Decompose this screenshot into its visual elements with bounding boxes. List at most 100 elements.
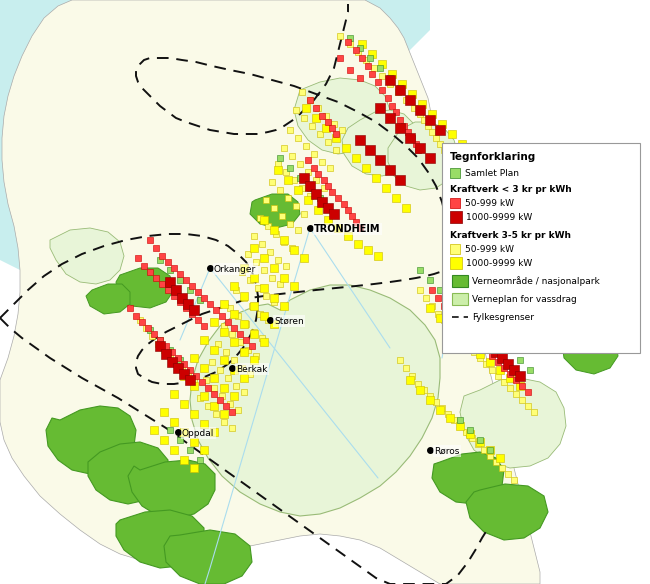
Point (173, 363, 183, 373)
Point (537, 220, 547, 229)
Point (187, 310, 197, 319)
Point (415, 265, 425, 274)
Point (505, 345, 515, 354)
Point (181, 275, 191, 284)
Point (237, 363, 247, 373)
Point (155, 255, 165, 265)
Point (443, 409, 453, 419)
Polygon shape (88, 442, 168, 504)
Point (375, 103, 385, 113)
Point (343, 231, 353, 241)
Point (175, 355, 185, 364)
Point (303, 155, 313, 165)
Point (473, 324, 483, 333)
Point (425, 395, 436, 405)
Point (197, 377, 207, 387)
Point (331, 129, 341, 138)
Polygon shape (128, 460, 215, 518)
Point (161, 349, 171, 359)
Point (269, 293, 280, 303)
Point (583, 317, 593, 326)
Point (407, 89, 417, 99)
Point (387, 102, 397, 111)
Point (275, 154, 285, 163)
Point (261, 291, 271, 301)
Point (188, 376, 199, 385)
Point (526, 261, 537, 270)
Point (425, 154, 436, 163)
Point (317, 197, 327, 207)
Point (435, 126, 445, 135)
Polygon shape (460, 378, 566, 468)
Point (266, 178, 277, 187)
Point (575, 310, 585, 319)
Point (307, 121, 317, 131)
Point (487, 217, 497, 227)
Point (435, 405, 445, 415)
Point (477, 159, 488, 169)
Point (249, 273, 259, 283)
Point (239, 263, 249, 273)
Bar (442, 143, 640, 353)
Point (333, 193, 343, 203)
Point (465, 425, 475, 434)
Point (497, 463, 507, 472)
Point (199, 335, 209, 345)
Point (505, 373, 515, 383)
Point (159, 407, 169, 416)
Point (445, 324, 455, 333)
Point (474, 435, 485, 444)
Point (259, 253, 269, 263)
Polygon shape (342, 110, 420, 176)
Point (199, 391, 209, 401)
Point (355, 43, 365, 53)
Point (587, 269, 597, 279)
Point (249, 231, 259, 241)
Polygon shape (294, 78, 390, 154)
Text: Oppdal: Oppdal (182, 429, 215, 437)
Point (321, 112, 332, 121)
Text: 1000-9999 kW: 1000-9999 kW (466, 259, 532, 267)
Point (313, 206, 323, 215)
Point (233, 311, 243, 321)
Point (419, 115, 429, 124)
Point (125, 303, 135, 312)
Point (481, 345, 491, 354)
Point (317, 157, 327, 166)
Point (377, 85, 387, 95)
Point (591, 325, 601, 335)
Point (259, 265, 269, 274)
Point (459, 175, 469, 185)
Point (551, 286, 561, 295)
Point (567, 301, 577, 311)
Point (403, 127, 413, 137)
Point (323, 137, 333, 147)
Point (447, 157, 457, 166)
Point (474, 339, 485, 349)
Point (385, 79, 395, 89)
Point (463, 181, 473, 190)
Point (487, 352, 497, 361)
Point (281, 261, 291, 270)
Point (295, 173, 306, 183)
Point (199, 321, 209, 331)
Point (219, 383, 229, 392)
Point (283, 175, 293, 185)
Point (507, 241, 517, 251)
Point (229, 366, 239, 375)
Point (265, 248, 275, 257)
Point (279, 143, 289, 152)
Point (455, 421, 465, 430)
Point (335, 53, 345, 62)
Point (455, 421, 465, 430)
Point (179, 359, 189, 369)
Point (347, 211, 358, 221)
Point (313, 169, 323, 179)
Point (243, 249, 254, 259)
Point (517, 381, 527, 391)
Point (395, 84, 405, 93)
Point (495, 453, 505, 463)
Point (305, 192, 315, 201)
Point (209, 317, 219, 326)
Point (299, 173, 309, 183)
